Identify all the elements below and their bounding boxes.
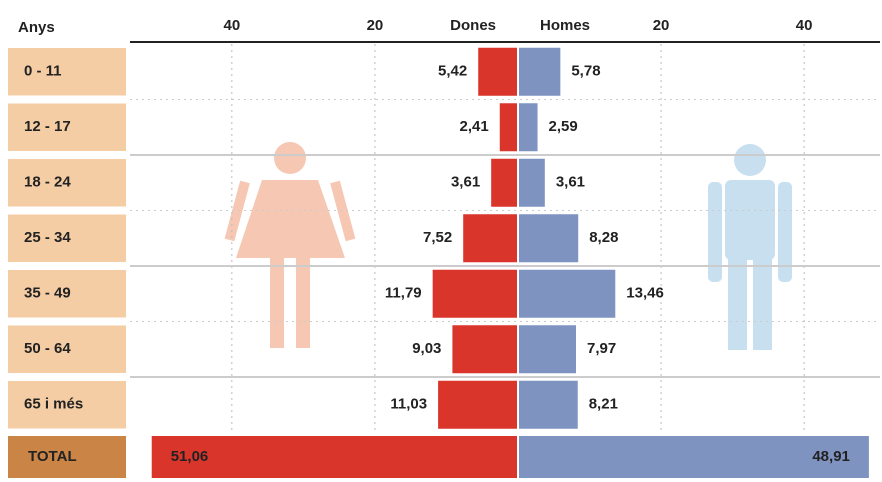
category-label: 50 - 64	[24, 340, 71, 357]
category-label: 25 - 34	[24, 229, 71, 246]
value-label: 11,03	[390, 396, 427, 413]
row-label-box	[8, 48, 126, 96]
total-value-label: 51,06	[171, 448, 209, 465]
x-tick-label: 20	[367, 17, 384, 34]
bar	[432, 269, 517, 318]
man-silhouette	[708, 144, 792, 350]
row-label-box	[8, 159, 126, 207]
row-label-box	[8, 214, 126, 262]
legend-right: Homes	[540, 17, 590, 34]
value-label: 2,59	[549, 118, 578, 135]
bar	[463, 214, 517, 263]
total-bar	[519, 436, 869, 478]
total-label: TOTAL	[28, 448, 77, 465]
bar	[519, 269, 616, 318]
value-label: 11,79	[385, 285, 422, 302]
woman-silhouette	[224, 142, 356, 348]
x-tick-label: 40	[224, 17, 241, 34]
category-label: 35 - 49	[24, 285, 71, 302]
category-label: 0 - 11	[24, 63, 62, 80]
total-bar	[151, 436, 517, 478]
value-label: 8,28	[589, 229, 618, 246]
bar	[519, 103, 538, 152]
value-label: 5,78	[571, 63, 600, 80]
total-value-label: 48,91	[812, 448, 850, 465]
bar	[519, 325, 577, 374]
total-label-box	[8, 436, 126, 478]
bar	[519, 380, 578, 429]
legend-left: Dones	[450, 17, 496, 34]
value-label: 3,61	[556, 174, 585, 191]
value-label: 5,42	[438, 63, 467, 80]
row-label-box	[8, 381, 126, 429]
bar	[491, 158, 517, 207]
category-label: 18 - 24	[24, 174, 71, 191]
x-tick-label: 20	[653, 17, 670, 34]
value-label: 7,97	[587, 340, 616, 357]
value-label: 9,03	[412, 340, 441, 357]
category-label: 65 i més	[24, 396, 83, 413]
bar	[519, 158, 545, 207]
bar	[519, 47, 561, 96]
value-label: 8,21	[589, 396, 618, 413]
bar	[438, 380, 517, 429]
category-label: 12 - 17	[24, 118, 71, 135]
value-label: 7,52	[423, 229, 452, 246]
row-label-box	[8, 325, 126, 373]
value-label: 13,46	[626, 285, 664, 302]
x-tick-label: 40	[796, 17, 813, 34]
bar	[499, 103, 517, 152]
bar	[452, 325, 517, 374]
category-header: Anys	[18, 19, 55, 36]
row-label-box	[8, 270, 126, 318]
value-label: 2,41	[460, 118, 489, 135]
value-label: 3,61	[451, 174, 480, 191]
bar	[478, 47, 517, 96]
bar	[519, 214, 579, 263]
row-label-box	[8, 103, 126, 151]
